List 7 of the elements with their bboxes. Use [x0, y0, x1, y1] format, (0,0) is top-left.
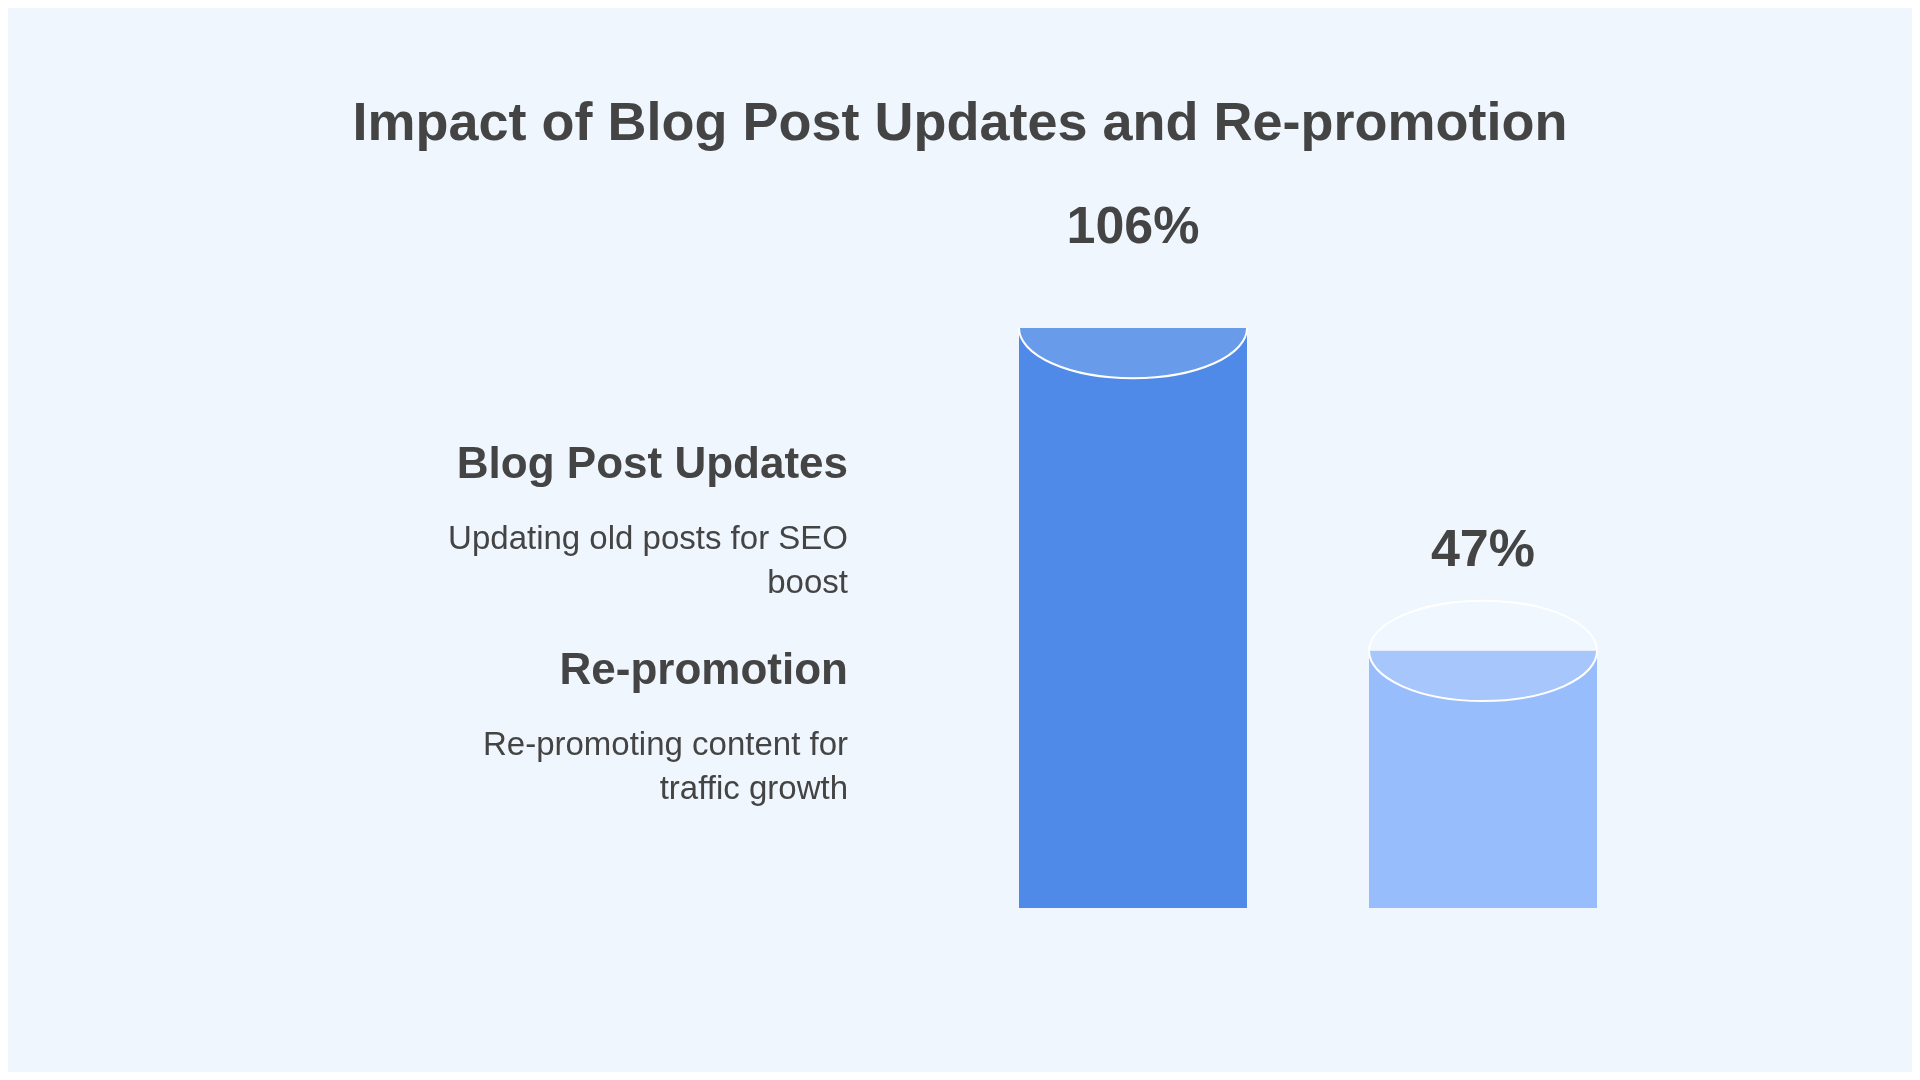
text: Re-promotion — [558, 644, 848, 694]
data-label: 47% — [1430, 518, 1536, 577]
text: Blog Post Updates — [455, 438, 848, 488]
text: Re-promoting content for traffic growth — [482, 724, 848, 808]
data-label: 106% — [1066, 196, 1200, 254]
text: Updating old posts for SEO boost — [448, 518, 848, 602]
chart-title: Impact of Blog Post Updates and Re-promotion — [351, 90, 1569, 152]
